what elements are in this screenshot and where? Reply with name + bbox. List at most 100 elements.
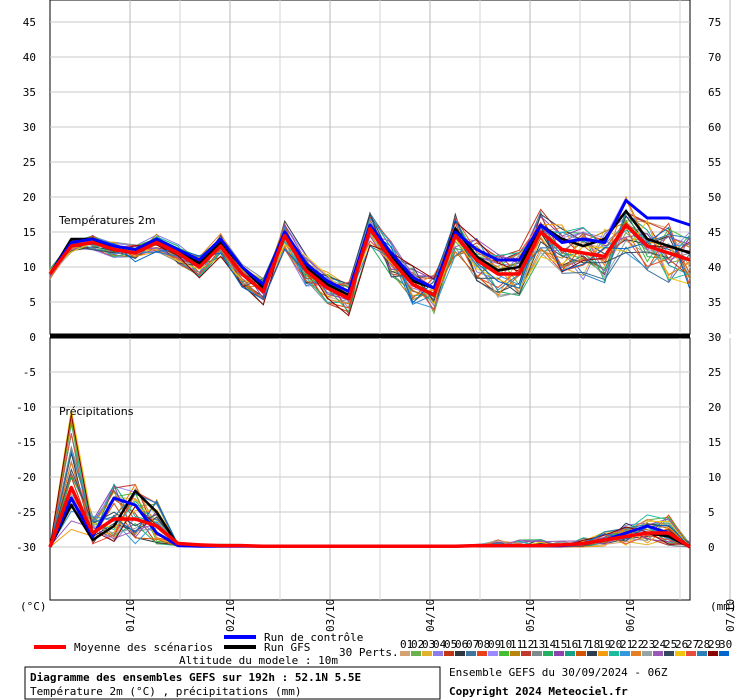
pert-legend-swatch [466,651,476,656]
pert-legend-swatch [631,651,641,656]
pert-legend-label: 25 [664,638,677,651]
pert-legend-label: 30 [719,638,732,651]
temp-left-tick-label: 45 [23,16,36,29]
temp-left-tick-label: 5 [29,296,36,309]
precip-mean-line [48,485,691,549]
pert-legend-label: 12 [521,638,534,651]
temp-right-tick-label: 30 [708,331,721,344]
pert-legend-swatch [499,651,509,656]
pert-legend-swatch [708,651,718,656]
pert-legend-swatch [477,651,487,656]
precip-left-tick-label: -20 [16,471,36,484]
pert-legend-label: 21 [620,638,633,651]
pert-legend-swatch [433,651,443,656]
pert-legend-swatch [565,651,575,656]
precip-right-tick-label: 15 [708,436,721,449]
temp-left-tick-label: 40 [23,51,36,64]
pert-legend-label: 02 [411,638,424,651]
pert-legend-swatch [400,651,410,656]
pert-legend-swatch [444,651,454,656]
pert-legend-label: 01 [400,638,413,651]
temp-left-tick-label: 0 [29,331,36,344]
temp-right-tick-label: 45 [708,226,721,239]
temp-left-tick-label: 20 [23,191,36,204]
temperature-panel [49,0,691,335]
precip-left-tick-label: -25 [16,506,36,519]
precipitation-panel [49,337,691,601]
pert-legend-swatch [598,651,608,656]
footer-box [24,666,441,700]
pert-legend-swatch [587,651,597,656]
pert-legend-label: 05 [444,638,457,651]
precipitation-title: Précipitations [59,405,134,418]
date-tick-label: 04/10 [424,599,437,632]
pert-legend-label: 26 [675,638,688,651]
pert-legend-label: 15 [554,638,567,651]
temp-control-line [48,199,691,293]
temp-mean-line [48,223,691,301]
pert-legend-swatch [620,651,630,656]
temp-right-tick-label: 35 [708,296,721,309]
pert-legend-label: 17 [576,638,589,651]
pert-legend-label: 20 [609,638,622,651]
precip-right-tick-label: 25 [708,366,721,379]
footer-run: Ensemble GEFS du 30/09/2024 - 06Z [449,666,668,679]
pert-legend-swatch [422,651,432,656]
temp-left-tick-label: 25 [23,156,36,169]
pert-legend-swatch [411,651,421,656]
footer-title: Diagramme des ensembles GEFS sur 192h : … [30,671,361,684]
pert-legend-label: 14 [543,638,557,651]
pert-legend-label: 03 [422,638,435,651]
temp-right-tick-label: 55 [708,156,721,169]
pert-legend-label: 28 [697,638,710,651]
pert-legend-label: 24 [653,638,667,651]
pert-legend-swatch [521,651,531,656]
precip-right-tick-label: 5 [708,506,715,519]
pert-legend-label: 27 [686,638,699,651]
precip-left-tick-label: -30 [16,541,36,554]
pert-legend-label: 18 [587,638,600,651]
pert-legend-label: 08 [477,638,490,651]
footer-subtitle: Température 2m (°C) , précipitations (mm… [30,685,302,698]
pert-legend-label: 13 [532,638,545,651]
pert-legend-swatch [686,651,696,656]
temp-perturbation-line [49,220,691,317]
precip-left-tick-label: -10 [16,401,36,414]
precip-left-tick-label: -15 [16,436,36,449]
altitude-label: Altitude du modele : 10m [179,654,338,667]
pert-legend-label: 04 [433,638,447,651]
legend-mean-label: Moyenne des scénarios [74,641,213,654]
date-tick-label: 06/10 [624,599,637,632]
temp-right-tick-label: 40 [708,261,721,274]
pert-legend-swatch [642,651,652,656]
left-unit-label: (°C) [20,600,47,613]
temp-left-tick-label: 35 [23,86,36,99]
pert-legend-label: 16 [565,638,578,651]
date-tick-label: 02/10 [224,599,237,632]
precip-right-tick-label: 0 [708,541,715,554]
temperature-title: Températures 2m [58,214,156,227]
temp-right-tick-label: 70 [708,51,721,64]
temp-right-tick-label: 65 [708,86,721,99]
date-tick-label: 01/10 [124,599,137,632]
right-unit-label: (mm) [710,600,737,613]
pert-legend-swatch [488,651,498,656]
temp-right-tick-label: 60 [708,121,721,134]
precip-right-tick-label: 20 [708,401,721,414]
legend-perts-label: 30 Perts. [339,646,399,659]
pert-legend-swatch [510,651,520,656]
date-tick-label: 07/10 [724,599,737,632]
legend-gfs-label: Run GFS [264,641,310,654]
pert-legend-swatch [576,651,586,656]
pert-legend-swatch [609,651,619,656]
temp-left-tick-label: 15 [23,226,36,239]
pert-legend-label: 29 [708,638,721,651]
pert-legend-swatch [543,651,553,656]
date-tick-label: 05/10 [524,599,537,632]
footer-copyright: Copyright 2024 Meteociel.fr [449,685,628,698]
pert-legend-swatch [653,651,663,656]
pert-legend-swatch [719,651,729,656]
pert-legend-label: 23 [642,638,655,651]
pert-legend-swatch [697,651,707,656]
